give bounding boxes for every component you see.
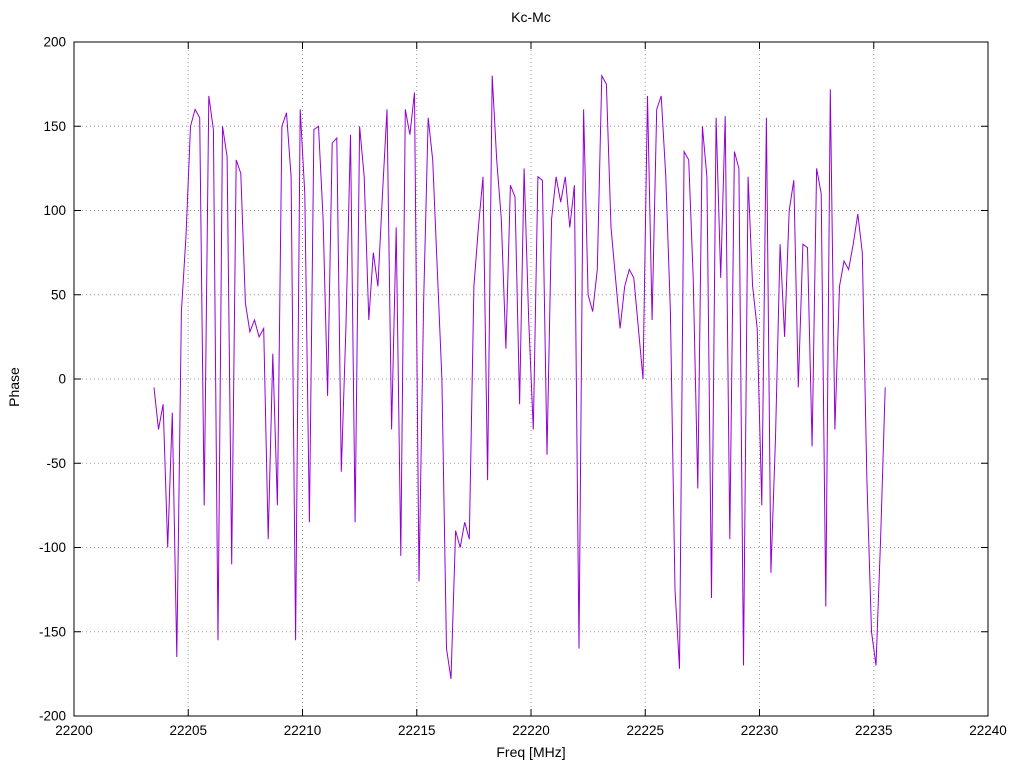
y-tick-label: 100 [43, 203, 66, 218]
y-tick-label: 150 [43, 119, 66, 134]
x-tick-label: 22235 [855, 723, 893, 738]
y-tick-label: -150 [39, 624, 66, 639]
y-tick-label: 50 [51, 287, 66, 302]
y-tick-label: 200 [43, 35, 66, 50]
y-tick-label: -50 [46, 456, 66, 471]
x-tick-label: 22230 [741, 723, 779, 738]
x-tick-label: 22220 [512, 723, 550, 738]
y-tick-label: 0 [58, 372, 66, 387]
x-tick-label: 22215 [398, 723, 436, 738]
x-tick-label: 22240 [969, 723, 1007, 738]
x-tick-label: 22225 [626, 723, 664, 738]
y-axis-label: Phase [6, 367, 22, 407]
x-tick-label: 22205 [169, 723, 207, 738]
y-tick-label: -100 [39, 540, 66, 555]
x-axis-label: Freq [MHz] [496, 744, 566, 760]
x-tick-label: 22200 [55, 723, 93, 738]
phase-line [153, 73, 886, 679]
y-tick-label: -200 [39, 709, 66, 724]
chart-title: Kc-Mc [511, 9, 551, 25]
x-tick-label: 22210 [284, 723, 322, 738]
